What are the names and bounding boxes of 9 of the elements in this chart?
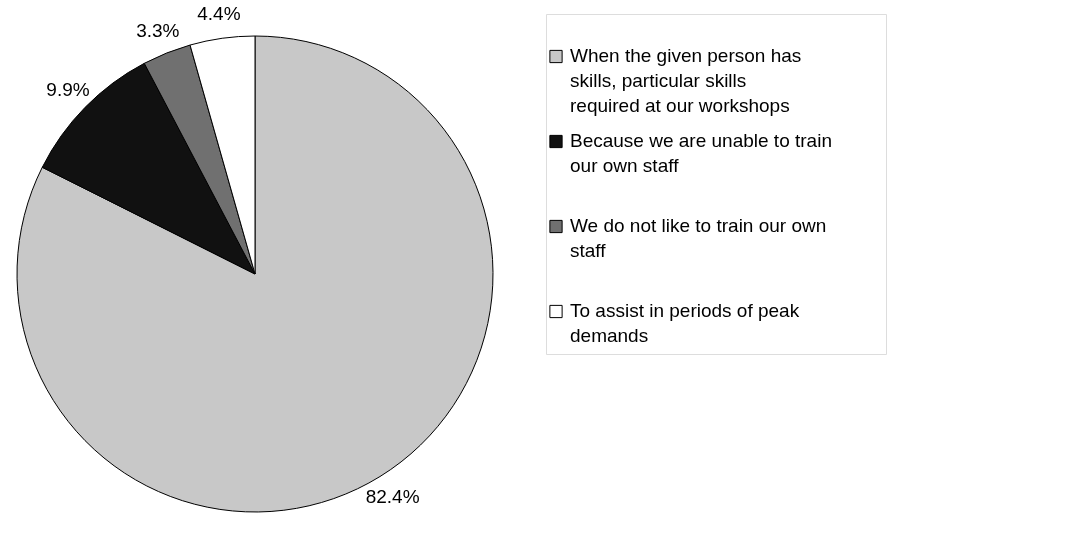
legend-label: We do not like to train our own staff — [570, 214, 827, 261]
legend-label: Because we are unable to train our own staff — [570, 129, 832, 176]
pie-slice — [16, 35, 494, 513]
legend-label: When the given person has skills, particular skills required at our workshops — [570, 44, 802, 116]
data-label: 3.3% — [136, 19, 180, 41]
legend-label: To assist in periods of peak demands — [570, 299, 800, 346]
data-label: 82.4% — [365, 485, 420, 507]
data-label: 4.4% — [197, 3, 241, 25]
data-label: 9.9% — [46, 79, 90, 101]
